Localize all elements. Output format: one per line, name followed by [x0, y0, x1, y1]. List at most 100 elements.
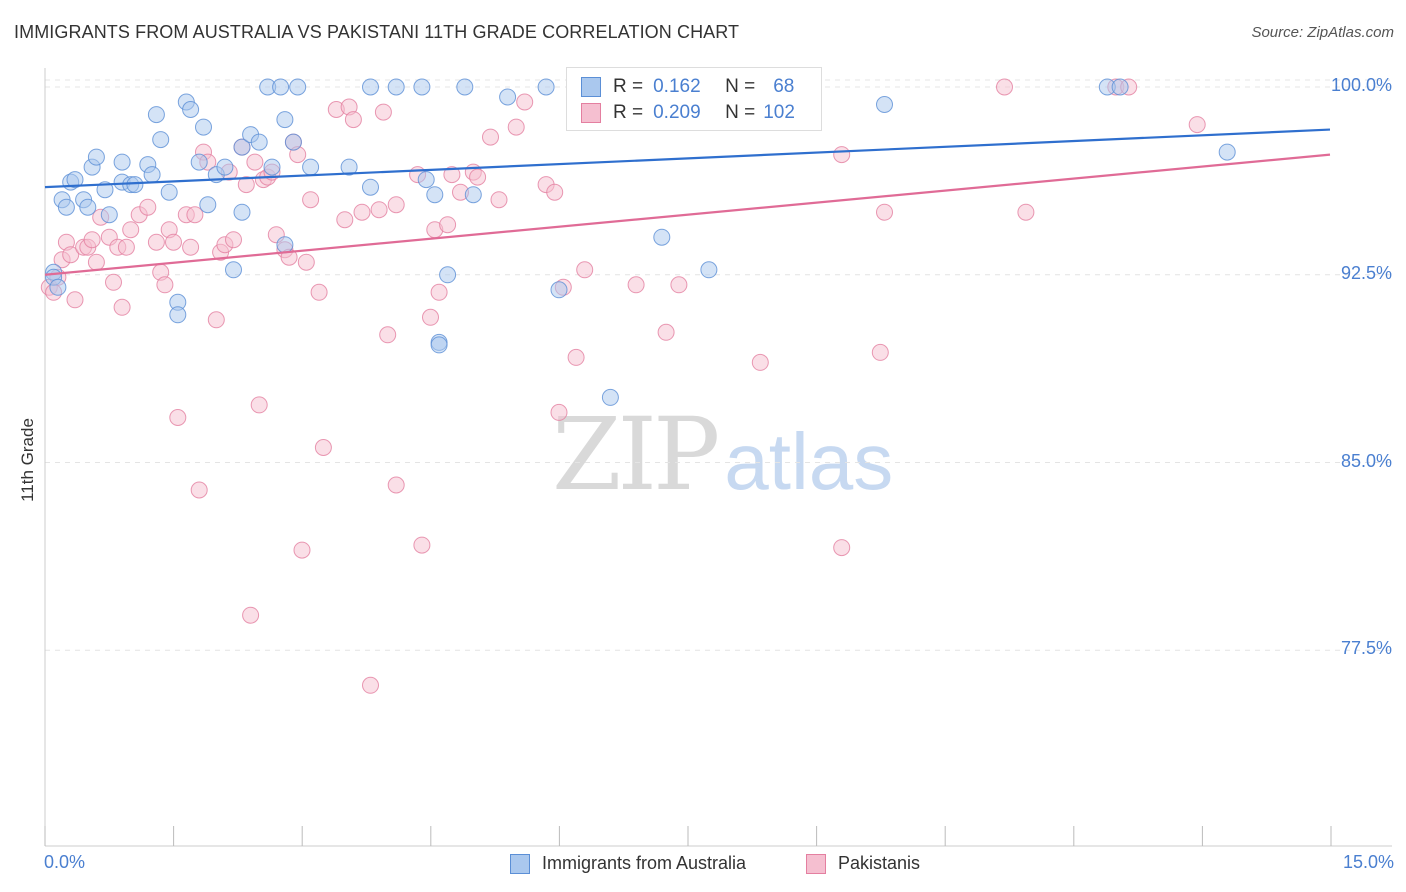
data-point: [190, 153, 208, 171]
data-point: [143, 166, 161, 184]
data-point: [113, 153, 131, 171]
data-point: [122, 221, 140, 239]
data-point: [379, 326, 397, 344]
data-point: [66, 291, 84, 309]
data-point: [126, 176, 144, 194]
chart-title: IMMIGRANTS FROM AUSTRALIA VS PAKISTANI 1…: [14, 22, 740, 42]
data-point: [340, 158, 358, 176]
data-point: [499, 88, 517, 106]
y-tick-label: 100.0%: [1330, 75, 1392, 96]
data-point: [284, 133, 302, 151]
data-point: [139, 198, 157, 216]
data-point: [413, 78, 431, 96]
data-point: [233, 203, 251, 221]
data-point: [250, 396, 268, 414]
watermark-atlas: atlas: [724, 417, 894, 506]
data-point: [550, 281, 568, 299]
data-point: [670, 276, 688, 294]
legend-n-value: 102: [763, 102, 795, 123]
data-point: [1017, 203, 1035, 221]
data-point: [482, 128, 499, 146]
data-point: [627, 276, 645, 294]
data-point: [182, 238, 200, 256]
data-point: [79, 198, 97, 216]
y-tick-label: 85.0%: [1340, 450, 1392, 471]
data-point: [165, 233, 182, 251]
data-point: [250, 133, 268, 151]
data-point: [216, 158, 234, 176]
data-point: [576, 261, 594, 279]
data-point: [490, 191, 508, 209]
legend-swatch-blue: [581, 77, 601, 97]
data-point: [464, 186, 482, 204]
data-point: [276, 111, 294, 129]
data-point: [362, 178, 379, 196]
pakistanis-points: [40, 78, 1206, 694]
data-point: [751, 353, 769, 371]
data-point: [237, 176, 255, 194]
data-point: [289, 78, 307, 96]
watermark-zip: ZIP: [552, 396, 720, 513]
data-point: [516, 93, 534, 111]
data-point: [876, 96, 893, 113]
data-point: [199, 196, 217, 214]
data-point: [49, 278, 67, 296]
x-tick-label-max: 15.0%: [1342, 852, 1394, 872]
data-point: [225, 231, 242, 249]
legend-n-label: N =: [725, 102, 756, 123]
data-point: [152, 131, 170, 149]
data-point: [387, 196, 405, 214]
data-point: [302, 191, 320, 209]
data-point: [657, 323, 675, 341]
data-point: [469, 168, 487, 186]
x-tick-label-min: 0.0%: [44, 852, 86, 872]
data-point: [113, 298, 131, 316]
data-point: [147, 106, 165, 124]
data-point: [83, 231, 101, 249]
data-point: [87, 253, 105, 271]
data-point: [456, 78, 474, 96]
data-point: [169, 409, 187, 426]
source-credit[interactable]: Source: ZipAtlas.com: [1251, 24, 1394, 41]
data-point: [156, 276, 174, 294]
data-point: [195, 118, 212, 136]
legend-row-australia: R = 0.162 N = 68: [581, 75, 794, 99]
series-legend-pakistanis[interactable]: Pakistanis: [806, 853, 920, 874]
data-point: [426, 186, 444, 204]
data-point: [653, 228, 671, 246]
data-point: [87, 148, 105, 166]
legend-r-label: R =: [613, 76, 644, 97]
data-point: [344, 111, 362, 129]
data-point: [439, 266, 457, 284]
data-point: [362, 78, 379, 96]
data-point: [439, 216, 457, 234]
data-point: [62, 246, 80, 264]
legend-r-value: 0.209: [653, 102, 701, 123]
data-point: [387, 78, 405, 96]
data-point: [996, 78, 1013, 96]
data-point: [430, 336, 448, 354]
legend-r-label: R =: [613, 102, 644, 123]
data-point: [314, 439, 332, 456]
zipatlas-watermark: ZIP atlas: [552, 405, 893, 505]
data-point: [310, 283, 328, 301]
gridlines: [45, 79, 1392, 651]
data-point: [537, 78, 555, 96]
data-point: [1218, 143, 1236, 161]
data-point: [160, 183, 178, 201]
data-point: [833, 539, 851, 557]
data-point: [169, 306, 187, 324]
series-legend-australia[interactable]: Immigrants from Australia: [510, 853, 746, 874]
data-point: [362, 676, 379, 694]
legend-row-pakistanis: R = 0.209 N = 102: [581, 101, 795, 125]
data-point: [417, 171, 435, 189]
data-point: [336, 211, 354, 229]
trend-line-pakistanis: [44, 153, 1331, 276]
data-point: [833, 146, 851, 164]
data-point: [190, 481, 208, 499]
data-point: [293, 541, 311, 559]
data-point: [413, 536, 431, 554]
data-point: [272, 78, 290, 96]
y-tick-label: 92.5%: [1340, 262, 1392, 283]
